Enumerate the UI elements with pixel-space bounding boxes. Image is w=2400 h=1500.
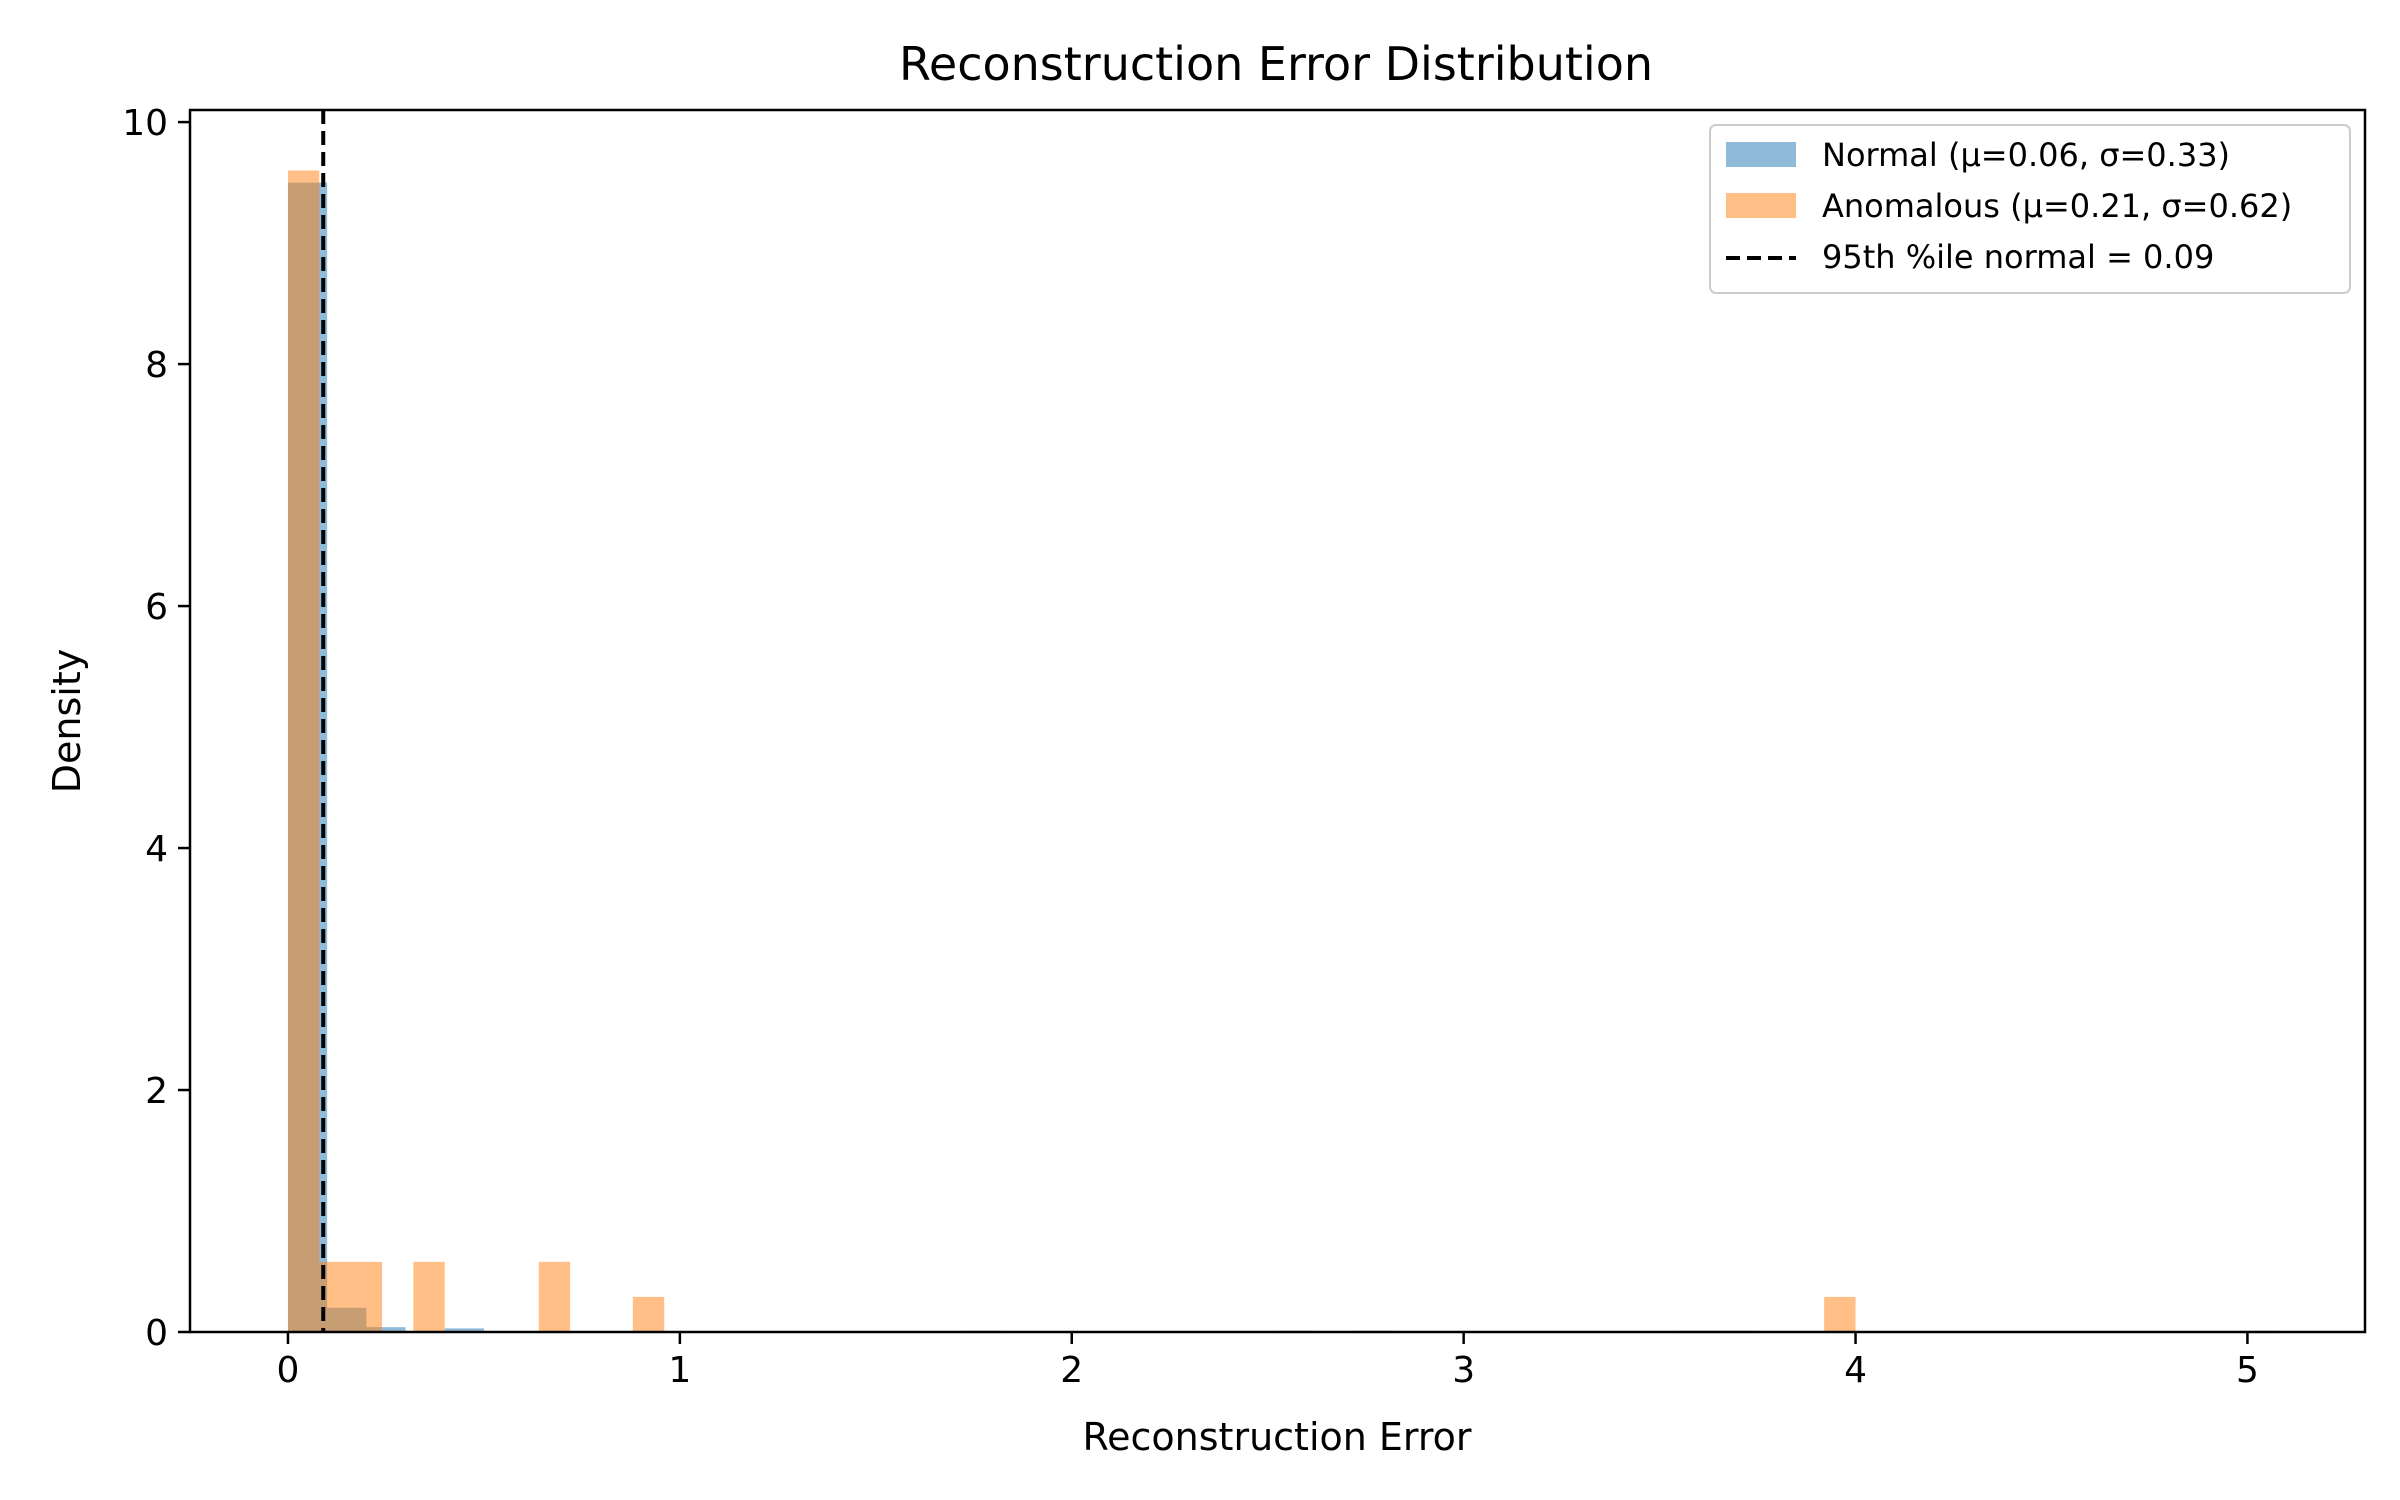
y-tick-label: 2: [145, 1071, 168, 1112]
x-tick-label: 1: [668, 1350, 691, 1391]
histogram-bar-anomalous: [1824, 1296, 1856, 1332]
chart-title: Reconstruction Error Distribution: [899, 37, 1653, 91]
legend-label-threshold: 95th %ile normal = 0.09: [1822, 238, 2214, 276]
y-tick-label: 8: [145, 345, 168, 386]
histogram-bar-anomalous: [350, 1261, 383, 1332]
y-tick-label: 6: [145, 587, 168, 628]
x-tick-label: 5: [2236, 1350, 2259, 1391]
x-axis-ticks: 0 1 2 3 4 5: [277, 1332, 2259, 1391]
histogram-bar-anomalous: [287, 170, 320, 1332]
legend-label-normal: Normal (μ=0.06, σ=0.33): [1822, 136, 2230, 174]
x-tick-label: 4: [1844, 1350, 1867, 1391]
y-tick-label: 0: [145, 1313, 168, 1354]
histogram-bar-anomalous: [632, 1296, 665, 1332]
histogram-bar-anomalous: [413, 1261, 445, 1332]
legend-box: [1709, 124, 2351, 294]
x-tick-label: 0: [277, 1350, 300, 1391]
y-axis-ticks: 0 2 4 6 8 10: [122, 103, 190, 1354]
legend-label-anomalous: Anomalous (μ=0.21, σ=0.62): [1822, 187, 2292, 225]
x-tick-label: 3: [1452, 1350, 1475, 1391]
x-tick-label: 2: [1060, 1350, 1083, 1391]
x-axis-label: Reconstruction Error: [1082, 1415, 1471, 1459]
bars-layer: [287, 170, 2279, 1333]
histogram-bar-normal: [366, 1327, 406, 1332]
y-axis-label: Density: [45, 649, 89, 793]
legend-swatch-normal: [1726, 142, 1796, 167]
histogram-bar-anomalous: [538, 1261, 571, 1332]
y-tick-label: 10: [122, 103, 168, 144]
legend-swatch-anomalous: [1726, 193, 1796, 218]
y-tick-label: 4: [145, 829, 168, 870]
plot-frame: [188, 108, 2367, 1334]
histogram-bar-normal: [444, 1328, 484, 1332]
legend: Normal (μ=0.06, σ=0.33) Anomalous (μ=0.2…: [1709, 124, 2351, 294]
